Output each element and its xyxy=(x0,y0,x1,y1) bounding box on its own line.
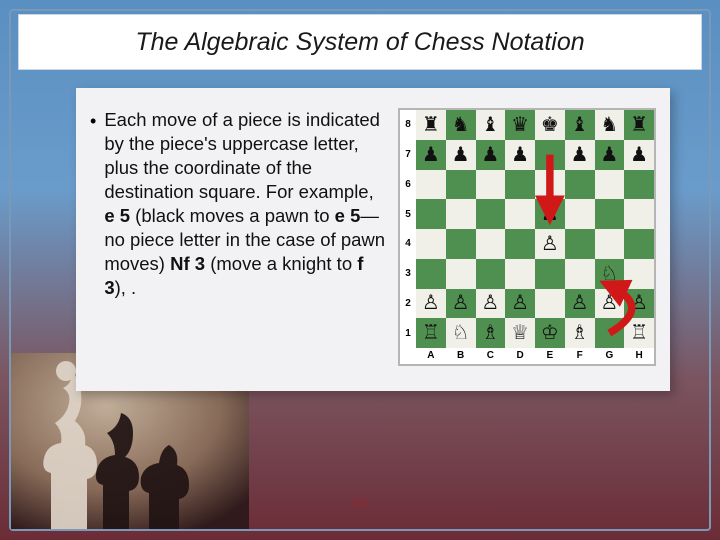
square: ♟ xyxy=(624,140,654,170)
square: ♟ xyxy=(476,140,506,170)
rank-label: 7 xyxy=(400,140,416,170)
rank-label: 3 xyxy=(400,259,416,289)
square: ♞ xyxy=(595,110,625,140)
square: ♝ xyxy=(476,110,506,140)
square xyxy=(505,170,535,200)
square: ♟ xyxy=(565,140,595,170)
square xyxy=(505,229,535,259)
square xyxy=(476,259,506,289)
bullet-text: Each move of a piece is indicated by the… xyxy=(104,108,388,300)
square: ♙ xyxy=(476,289,506,319)
square: ♖ xyxy=(624,318,654,348)
square xyxy=(476,170,506,200)
square xyxy=(535,289,565,319)
body-row: • Each move of a piece is indicated by t… xyxy=(76,88,670,382)
board-grid: ♜♞♝♛♚♝♞♜♟♟♟♟♟♟♟♟♙♘♙♙♙♙♙♙♙♖♘♗♕♔♗♖ xyxy=(416,110,654,348)
square xyxy=(535,170,565,200)
square xyxy=(595,170,625,200)
file-label: E xyxy=(535,348,565,364)
square: ♟ xyxy=(505,140,535,170)
file-label: H xyxy=(624,348,654,364)
square xyxy=(416,229,446,259)
square xyxy=(446,259,476,289)
slide-title: The Algebraic System of Chess Notation xyxy=(135,28,584,57)
square xyxy=(476,199,506,229)
square xyxy=(565,259,595,289)
chess-board: 87654321 ♜♞♝♛♚♝♞♜♟♟♟♟♟♟♟♟♙♘♙♙♙♙♙♙♙♖♘♗♕♔♗… xyxy=(398,108,656,366)
slide: The Algebraic System of Chess Notation •… xyxy=(0,0,720,540)
square xyxy=(595,229,625,259)
rank-label: 8 xyxy=(400,110,416,140)
square xyxy=(565,170,595,200)
file-labels: ABCDEFGH xyxy=(400,348,654,364)
square: ♙ xyxy=(595,289,625,319)
square: ♙ xyxy=(535,229,565,259)
square xyxy=(565,229,595,259)
square xyxy=(446,229,476,259)
square xyxy=(446,170,476,200)
square: ♟ xyxy=(446,140,476,170)
bullet-column: • Each move of a piece is indicated by t… xyxy=(90,108,388,366)
square: ♙ xyxy=(505,289,535,319)
file-label: C xyxy=(476,348,506,364)
square: ♛ xyxy=(505,110,535,140)
square xyxy=(624,170,654,200)
square: ♚ xyxy=(535,110,565,140)
rank-label: 2 xyxy=(400,289,416,319)
square: ♗ xyxy=(565,318,595,348)
content-panel: • Each move of a piece is indicated by t… xyxy=(76,88,670,391)
square xyxy=(565,199,595,229)
square xyxy=(624,259,654,289)
square: ♞ xyxy=(446,110,476,140)
square: ♟ xyxy=(535,199,565,229)
title-bar: The Algebraic System of Chess Notation xyxy=(18,14,702,70)
square xyxy=(535,140,565,170)
rank-label: 4 xyxy=(400,229,416,259)
square: ♘ xyxy=(595,259,625,289)
square xyxy=(505,199,535,229)
file-label: D xyxy=(505,348,535,364)
square xyxy=(624,229,654,259)
rank-labels: 87654321 xyxy=(400,110,416,348)
square: ♔ xyxy=(535,318,565,348)
file-label: A xyxy=(416,348,446,364)
square: ♙ xyxy=(446,289,476,319)
square xyxy=(416,259,446,289)
square xyxy=(416,199,446,229)
square xyxy=(476,229,506,259)
rank-label: 1 xyxy=(400,318,416,348)
square: ♘ xyxy=(446,318,476,348)
square xyxy=(624,199,654,229)
square xyxy=(595,199,625,229)
square: ♙ xyxy=(624,289,654,319)
file-label: B xyxy=(446,348,476,364)
square: ♙ xyxy=(416,289,446,319)
square: ♕ xyxy=(505,318,535,348)
square: ♜ xyxy=(624,110,654,140)
bullet-marker: • xyxy=(90,108,96,300)
board-middle: 87654321 ♜♞♝♛♚♝♞♜♟♟♟♟♟♟♟♟♙♘♙♙♙♙♙♙♙♖♘♗♕♔♗… xyxy=(400,110,654,348)
file-label: F xyxy=(565,348,595,364)
square: ♟ xyxy=(416,140,446,170)
square xyxy=(505,259,535,289)
bullet-item: • Each move of a piece is indicated by t… xyxy=(90,108,388,300)
rank-label: 6 xyxy=(400,170,416,200)
square: ♟ xyxy=(595,140,625,170)
rank-label: 5 xyxy=(400,199,416,229)
square xyxy=(446,199,476,229)
square: ♜ xyxy=(416,110,446,140)
square: ♗ xyxy=(476,318,506,348)
page-number: 29 xyxy=(0,495,720,512)
square xyxy=(535,259,565,289)
square xyxy=(595,318,625,348)
square: ♝ xyxy=(565,110,595,140)
file-label: G xyxy=(595,348,625,364)
square: ♖ xyxy=(416,318,446,348)
square xyxy=(416,170,446,200)
square: ♙ xyxy=(565,289,595,319)
